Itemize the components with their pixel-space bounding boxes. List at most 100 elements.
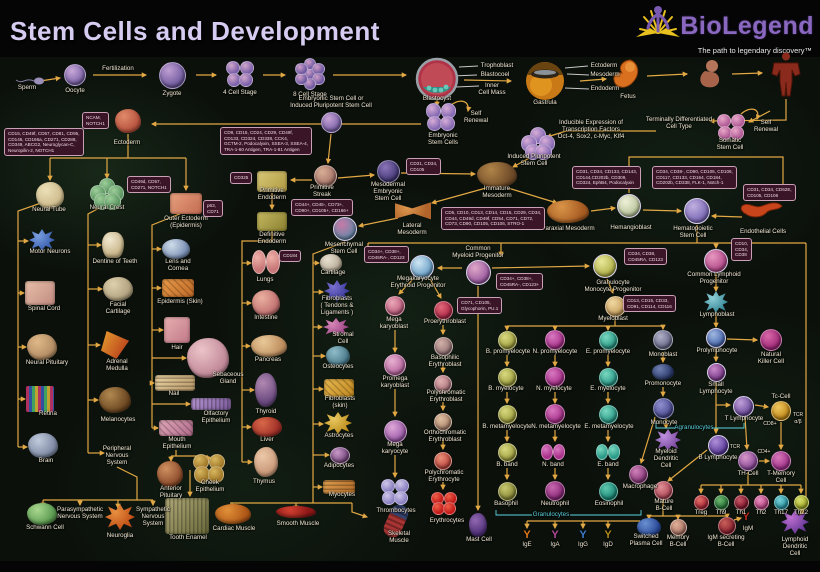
liver	[252, 417, 282, 437]
liver-label: Liver	[260, 436, 274, 443]
orthochromatic-erythroblast-label: Orthochromatic Erythroblast	[423, 429, 467, 443]
somatic-stem-cell	[717, 114, 745, 141]
lateral-mesoderm	[395, 202, 431, 220]
t-memory-cell	[771, 451, 791, 471]
endoderm-callout-label: Endoderm	[590, 85, 620, 92]
edge-137	[733, 516, 743, 522]
somatic-stem-cell-label: Somatic Stem Cell	[716, 137, 744, 151]
myocytes	[323, 480, 355, 494]
mature-b-cell	[653, 480, 673, 500]
inducible-label-label: Inducible Expression of Transcription Fa…	[557, 119, 625, 140]
n-myelocyte-label: N. myelocyte	[536, 385, 572, 392]
fibroblasts-skin	[324, 379, 354, 397]
b-lymphocyte	[707, 434, 729, 456]
edge-5	[463, 78, 513, 84]
igm-label: IgM	[742, 525, 754, 532]
sebaceous-gland	[187, 338, 229, 378]
zygote-label: Zygote	[162, 90, 182, 97]
e-myelocyte	[598, 367, 618, 387]
oocyte	[64, 64, 86, 86]
megakaryoblast	[385, 296, 405, 316]
th2	[753, 494, 769, 510]
monocyte	[652, 397, 674, 419]
neural-pituitary-label: Neural Pituitary	[25, 359, 69, 366]
motor-neurons-label: Motor Neurons	[29, 248, 71, 255]
dentine-of-teeth	[102, 232, 124, 258]
embryonic-stem-cells-label: Embryonic Stem Cells	[428, 132, 458, 146]
lens-cornea	[162, 239, 190, 259]
cheek-epithelium	[192, 453, 226, 483]
n-band-sub	[553, 443, 566, 461]
erythrocytes-label: Erythrocytes	[429, 517, 465, 524]
megakaryocyte	[383, 419, 407, 443]
edge-21	[430, 187, 487, 205]
th17	[773, 494, 789, 510]
brain	[28, 432, 58, 458]
primitive-endoderm-label: Primitive Endoderm	[257, 187, 287, 201]
cheek-epithelium-label: Cheek Epithelium	[195, 479, 225, 493]
pancreas-label: Pancreas	[254, 356, 282, 363]
lungs	[251, 249, 281, 275]
erythrocytes	[431, 491, 457, 515]
eosinophil-label: Eosinophil	[594, 500, 624, 507]
osteocytes-label: Osteocytes	[322, 363, 354, 370]
e-band-label: E. band	[597, 461, 619, 468]
hemangioblast-label: Hemangioblast	[610, 224, 652, 231]
intestine	[252, 290, 280, 316]
edge-126	[667, 449, 708, 482]
fibroblasts-tendons-label: Fibroblasts ( Tendons & Ligaments )	[320, 295, 354, 316]
lymphoblast-label: Lymphoblast	[699, 311, 735, 318]
lungs-label: Lungs	[256, 276, 274, 283]
e-metamyelocyte-label: E. metamyelocyte	[584, 423, 634, 430]
edge-156	[495, 510, 532, 516]
immature-mesoderm-label: Immature Mesoderm	[482, 185, 512, 199]
oocyte-label: Oocyte	[65, 87, 85, 94]
immature-mesoderm	[477, 162, 517, 188]
fetus-label: Fetus	[620, 93, 636, 100]
schwann-cell-label: Schwann Cell	[26, 524, 64, 531]
mouth-epithelium	[159, 420, 193, 436]
edge-11	[545, 130, 656, 139]
definitive-endoderm	[257, 211, 287, 231]
edge-8	[731, 70, 764, 76]
edge-144	[754, 403, 770, 410]
sympathetic-label-label: Sympathetic Nervous System	[135, 506, 171, 527]
macrophage	[628, 464, 648, 484]
blastocyst	[414, 57, 460, 101]
th17-label: Th17	[773, 509, 789, 516]
sebaceous-gland-label: Sebaceous Gland	[212, 371, 244, 385]
myeloid-dendritic-cell-label: Myeloid Dendritic Cell	[653, 448, 679, 469]
basophil	[497, 481, 517, 501]
edge-22	[357, 217, 399, 228]
th-cell-label: TH-Cell	[737, 470, 759, 477]
page-title: Stem Cells and Development	[10, 16, 380, 46]
anterior-pituitary-label: Anterior Pituitary	[159, 485, 183, 499]
th1	[733, 494, 749, 510]
igm: Y	[742, 511, 750, 523]
neural-crest-sub	[104, 193, 121, 210]
facial-cartilage-label: Facial Cartilage	[105, 301, 131, 315]
gastrula	[524, 60, 566, 102]
promegakaryoblast-label: Promega karyoblast	[380, 375, 410, 389]
mep	[410, 255, 434, 279]
edge-159	[712, 423, 745, 429]
polychromatic-erythroblast	[434, 375, 452, 393]
prolymphocyte	[706, 328, 726, 348]
inner-cell-mass-label-label: Inner Cell Mass	[478, 82, 506, 96]
th2-label: Th2	[755, 509, 767, 516]
pancreas	[251, 335, 287, 357]
outer-ectoderm	[170, 192, 202, 214]
marker-box-15: CD34+, CD38+, CD45RA-, CD123+	[496, 273, 544, 290]
polychromatic-erythroblast-label: Polychromatic Erythroblast	[426, 389, 466, 403]
embryonic-stem-cells-sub	[440, 116, 456, 132]
hematopoietic-stem-cell-label: Hematopoietic Stem Cell	[673, 225, 713, 239]
mesodermal-esc	[376, 159, 400, 183]
mesodermal-esc-label: Mesodermal Embryonic Stem Cell	[370, 181, 406, 202]
hair	[164, 317, 190, 343]
stromal-cell-label: Stromal Cell	[332, 331, 354, 345]
orthochromatic-erythroblast	[434, 413, 452, 431]
trophoblast-label-label: Trophoblast	[480, 62, 514, 69]
monoblast-label: Monoblast	[648, 351, 678, 358]
ectoderm-label: Ectoderm	[113, 139, 141, 146]
